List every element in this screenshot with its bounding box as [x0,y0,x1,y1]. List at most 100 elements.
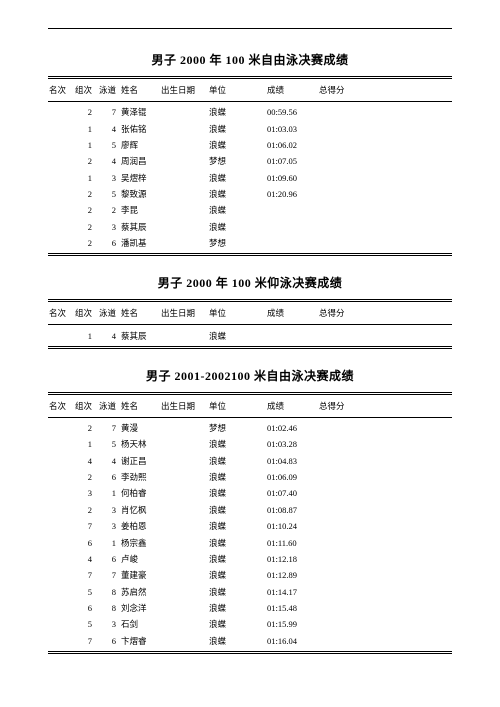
cell-score [318,502,452,518]
cell-time: 01:15.48 [266,600,318,616]
table-row: 14张佑铭浪蝶01:03.03 [48,120,452,136]
cell-score [318,327,452,343]
cell-rank [48,567,72,583]
col-header-name: 姓名 [120,397,160,415]
cell-name: 吴熤梓 [120,170,160,186]
table-row: 13吴熤梓浪蝶01:09.60 [48,170,452,186]
cell-lane: 3 [96,170,120,186]
table-row: 23蔡其辰浪蝶 [48,219,452,235]
cell-name: 谢正昌 [120,453,160,469]
col-header-group: 组次 [72,304,96,322]
cell-rank [48,453,72,469]
section-title: 男子 2000 年 100 米自由泳决赛成绩 [48,51,452,68]
table-row: 31何柏睿浪蝶01:07.40 [48,485,452,501]
cell-time: 01:11.60 [266,534,318,550]
cell-rank [48,436,72,452]
table-row: 58苏启然浪蝶01:14.17 [48,584,452,600]
table-row: 24周润昌梦想01:07.05 [48,153,452,169]
col-header-score: 总得分 [318,397,452,415]
cell-score [318,600,452,616]
cell-name: 肖忆枫 [120,502,160,518]
cell-dob [160,453,208,469]
col-header-score: 总得分 [318,304,452,322]
cell-name: 李劲熙 [120,469,160,485]
cell-dob [160,485,208,501]
cell-group: 1 [72,436,96,452]
cell-unit: 浪蝶 [208,219,266,235]
table-row: 61杨宗鑫浪蝶01:11.60 [48,534,452,550]
cell-unit: 梦想 [208,153,266,169]
cell-time: 01:07.05 [266,153,318,169]
cell-unit: 浪蝶 [208,137,266,153]
table-row: 77董建豪浪蝶01:12.89 [48,567,452,583]
cell-lane: 1 [96,534,120,550]
cell-rank [48,235,72,251]
cell-time: 01:06.02 [266,137,318,153]
cell-unit: 浪蝶 [208,469,266,485]
cell-score [318,518,452,534]
col-header-rank: 名次 [48,304,72,322]
col-header-time: 成绩 [266,397,318,415]
cell-score [318,436,452,452]
table-row: 53石剑浪蝶01:15.99 [48,616,452,632]
cell-lane: 6 [96,551,120,567]
cell-dob [160,202,208,218]
cell-rank [48,551,72,567]
cell-lane: 6 [96,469,120,485]
cell-group: 6 [72,534,96,550]
cell-name: 周润昌 [120,153,160,169]
cell-lane: 4 [96,120,120,136]
single-rule [48,324,452,325]
col-header-time: 成绩 [266,81,318,99]
cell-rank [48,616,72,632]
cell-dob [160,567,208,583]
cell-unit: 浪蝶 [208,551,266,567]
cell-group: 3 [72,485,96,501]
col-header-unit: 单位 [208,304,266,322]
col-header-name: 姓名 [120,81,160,99]
double-rule [48,392,452,395]
cell-group: 2 [72,186,96,202]
cell-rank [48,202,72,218]
cell-time: 01:02.46 [266,420,318,436]
table-row: 76卞熠睿浪蝶01:16.04 [48,633,452,649]
cell-name: 黎致源 [120,186,160,202]
col-header-dob: 出生日期 [160,304,208,322]
cell-dob [160,534,208,550]
cell-dob [160,600,208,616]
single-rule [48,417,452,418]
cell-time: 01:16.04 [266,633,318,649]
double-rule [48,253,452,256]
cell-score [318,104,452,120]
col-header-group: 组次 [72,81,96,99]
cell-group: 5 [72,616,96,632]
cell-unit: 浪蝶 [208,534,266,550]
cell-time: 01:20.96 [266,186,318,202]
cell-name: 潘凯基 [120,235,160,251]
cell-group: 7 [72,633,96,649]
cell-rank [48,534,72,550]
cell-dob [160,137,208,153]
col-header-dob: 出生日期 [160,81,208,99]
table-row: 73姜柏恩浪蝶01:10.24 [48,518,452,534]
cell-dob [160,153,208,169]
cell-lane: 7 [96,567,120,583]
cell-lane: 3 [96,518,120,534]
cell-rank [48,584,72,600]
double-rule [48,651,452,654]
cell-name: 黄泽锟 [120,104,160,120]
cell-unit: 浪蝶 [208,186,266,202]
table-row: 46卢峻浪蝶01:12.18 [48,551,452,567]
table-row: 26李劲熙浪蝶01:06.09 [48,469,452,485]
cell-lane: 8 [96,600,120,616]
cell-score [318,469,452,485]
cell-group: 2 [72,153,96,169]
cell-lane: 4 [96,453,120,469]
cell-group: 1 [72,327,96,343]
double-rule [48,76,452,79]
col-header-name: 姓名 [120,304,160,322]
cell-lane: 6 [96,235,120,251]
cell-score [318,534,452,550]
cell-unit: 浪蝶 [208,120,266,136]
cell-rank [48,469,72,485]
